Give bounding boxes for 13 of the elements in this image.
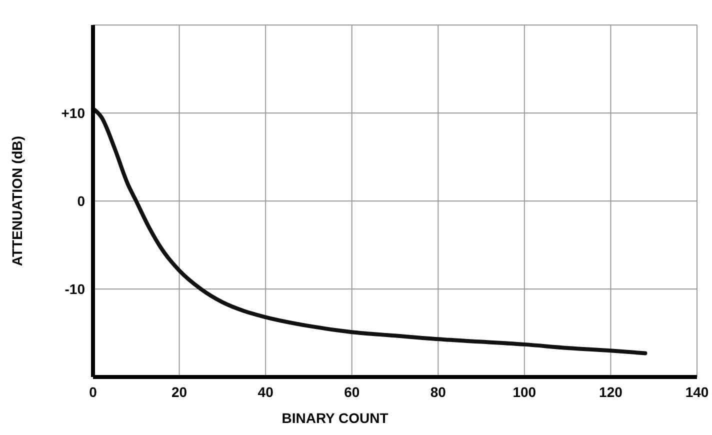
x-tick-label: 20	[171, 384, 188, 400]
x-tick-label: 140	[685, 384, 709, 400]
y-tick-label: +10	[61, 105, 86, 121]
y-axis-title: ATTENUATION (dB)	[9, 136, 25, 266]
x-axis-title: BINARY COUNT	[282, 410, 389, 426]
x-tick-label: 60	[344, 384, 360, 400]
y-tick-label: 0	[77, 193, 86, 209]
x-tick-label: 40	[258, 384, 274, 400]
x-tick-label: 0	[89, 384, 98, 400]
x-tick-label: 80	[430, 384, 446, 400]
x-tick-label: 100	[512, 384, 536, 400]
x-tick-label: 120	[599, 384, 623, 400]
y-tick-label: -10	[64, 281, 86, 297]
